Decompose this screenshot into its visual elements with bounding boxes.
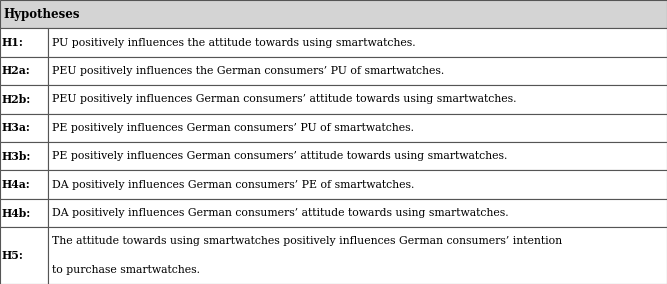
Bar: [48, 28, 667, 57]
Bar: [0, 170, 48, 199]
Bar: [48, 199, 667, 227]
Bar: [48, 85, 667, 114]
Text: DA positively influences German consumers’ PE of smartwatches.: DA positively influences German consumer…: [52, 179, 414, 190]
Bar: [0, 227, 48, 284]
Text: to purchase smartwatches.: to purchase smartwatches.: [52, 265, 200, 275]
Bar: [48, 57, 667, 85]
Text: The attitude towards using smartwatches positively influences German consumers’ : The attitude towards using smartwatches …: [52, 236, 562, 247]
Text: H5:: H5:: [2, 250, 24, 261]
Text: PU positively influences the attitude towards using smartwatches.: PU positively influences the attitude to…: [52, 37, 416, 48]
Bar: [0, 199, 48, 227]
Text: H4b:: H4b:: [2, 208, 31, 218]
Bar: [0, 114, 48, 142]
Text: PE positively influences German consumers’ PU of smartwatches.: PE positively influences German consumer…: [52, 123, 414, 133]
Text: H4a:: H4a:: [2, 179, 31, 190]
Bar: [0, 57, 48, 85]
Text: PE positively influences German consumers’ attitude towards using smartwatches.: PE positively influences German consumer…: [52, 151, 508, 161]
Text: H2a:: H2a:: [2, 66, 31, 76]
Bar: [0, 85, 48, 114]
Bar: [48, 227, 667, 284]
Bar: [0, 142, 48, 170]
Text: Hypotheses: Hypotheses: [3, 8, 79, 21]
Bar: [48, 114, 667, 142]
Text: PEU positively influences German consumers’ attitude towards using smartwatches.: PEU positively influences German consume…: [52, 94, 516, 105]
Text: DA positively influences German consumers’ attitude towards using smartwatches.: DA positively influences German consumer…: [52, 208, 509, 218]
Text: PEU positively influences the German consumers’ PU of smartwatches.: PEU positively influences the German con…: [52, 66, 444, 76]
Bar: [0, 0, 667, 28]
Text: H2b:: H2b:: [2, 94, 31, 105]
Bar: [48, 170, 667, 199]
Text: H3b:: H3b:: [2, 151, 31, 162]
Bar: [48, 142, 667, 170]
Bar: [0, 28, 48, 57]
Text: H1:: H1:: [2, 37, 24, 48]
Text: H3a:: H3a:: [2, 122, 31, 133]
